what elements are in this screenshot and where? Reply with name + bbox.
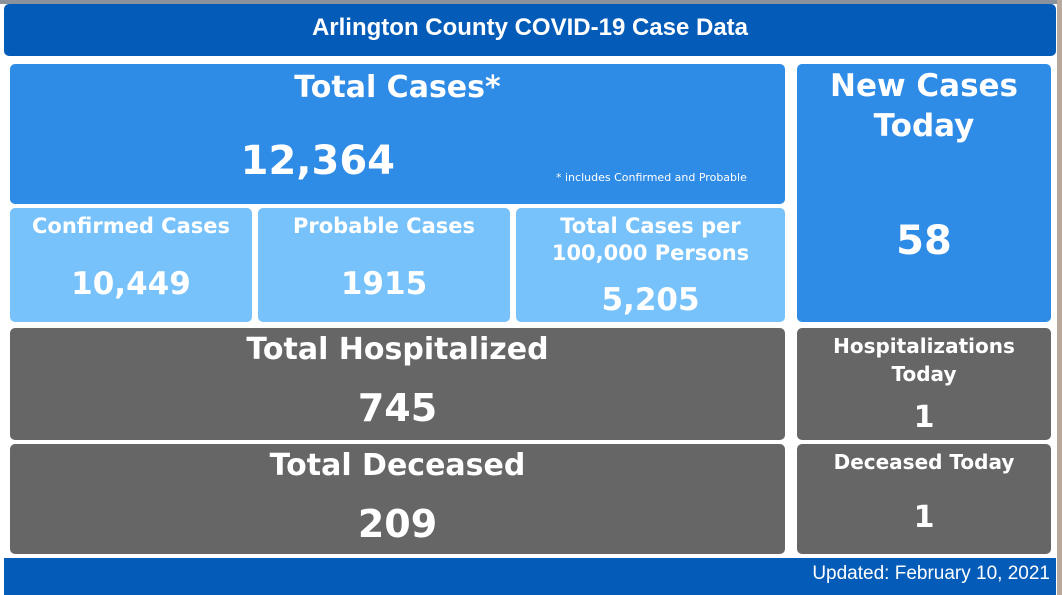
- hospitalizations-today-label-2: Today: [891, 362, 957, 386]
- confirmed-cases-label: Confirmed Cases: [31, 214, 230, 238]
- total-deceased-label: Total Deceased: [269, 448, 526, 483]
- hospitalizations-today-card: Hospitalizations Today 1: [797, 328, 1051, 440]
- cases-per-100k-card: Total Cases per 100,000 Persons 5,205: [516, 208, 785, 322]
- deceased-today-card: Deceased Today 1: [797, 444, 1051, 554]
- page-title: Arlington County COVID-19 Case Data: [4, 4, 1056, 56]
- new-cases-today-card: New Cases Today 58: [797, 64, 1051, 322]
- deceased-today-label: Deceased Today: [833, 450, 1015, 474]
- total-cases-value: 12,364: [240, 138, 395, 184]
- probable-cases-label: Probable Cases: [293, 214, 475, 238]
- deceased-today-value: 1: [913, 500, 935, 535]
- background-image-edge: [1057, 0, 1062, 595]
- total-hospitalized-value: 745: [357, 386, 438, 430]
- total-cases-note: * includes Confirmed and Probable: [556, 171, 747, 184]
- total-hospitalized-card: Total Hospitalized 745: [10, 328, 785, 440]
- total-cases-card: Total Cases* 12,364 * includes Confirmed…: [10, 64, 785, 204]
- total-deceased-value: 209: [357, 502, 438, 546]
- probable-cases-value: 1915: [340, 266, 428, 302]
- cases-per-100k-label-1: Total Cases per: [560, 214, 741, 238]
- total-hospitalized-label: Total Hospitalized: [246, 332, 549, 367]
- cases-per-100k-value: 5,205: [601, 282, 700, 318]
- total-cases-label: Total Cases*: [294, 70, 501, 105]
- total-deceased-card: Total Deceased 209: [10, 444, 785, 554]
- hospitalizations-today-value: 1: [913, 400, 935, 435]
- probable-cases-card: Probable Cases 1915: [258, 208, 510, 322]
- cases-per-100k-label-2: 100,000 Persons: [551, 241, 750, 265]
- new-cases-label-2: Today: [873, 108, 975, 144]
- hospitalizations-today-label-1: Hospitalizations: [833, 334, 1015, 358]
- confirmed-cases-value: 10,449: [71, 266, 191, 302]
- updated-date: Updated: February 10, 2021: [4, 558, 1056, 595]
- new-cases-label-1: New Cases: [830, 68, 1018, 104]
- confirmed-cases-card: Confirmed Cases 10,449: [10, 208, 252, 322]
- new-cases-value: 58: [896, 218, 952, 264]
- background-image-strip: [0, 0, 1062, 4]
